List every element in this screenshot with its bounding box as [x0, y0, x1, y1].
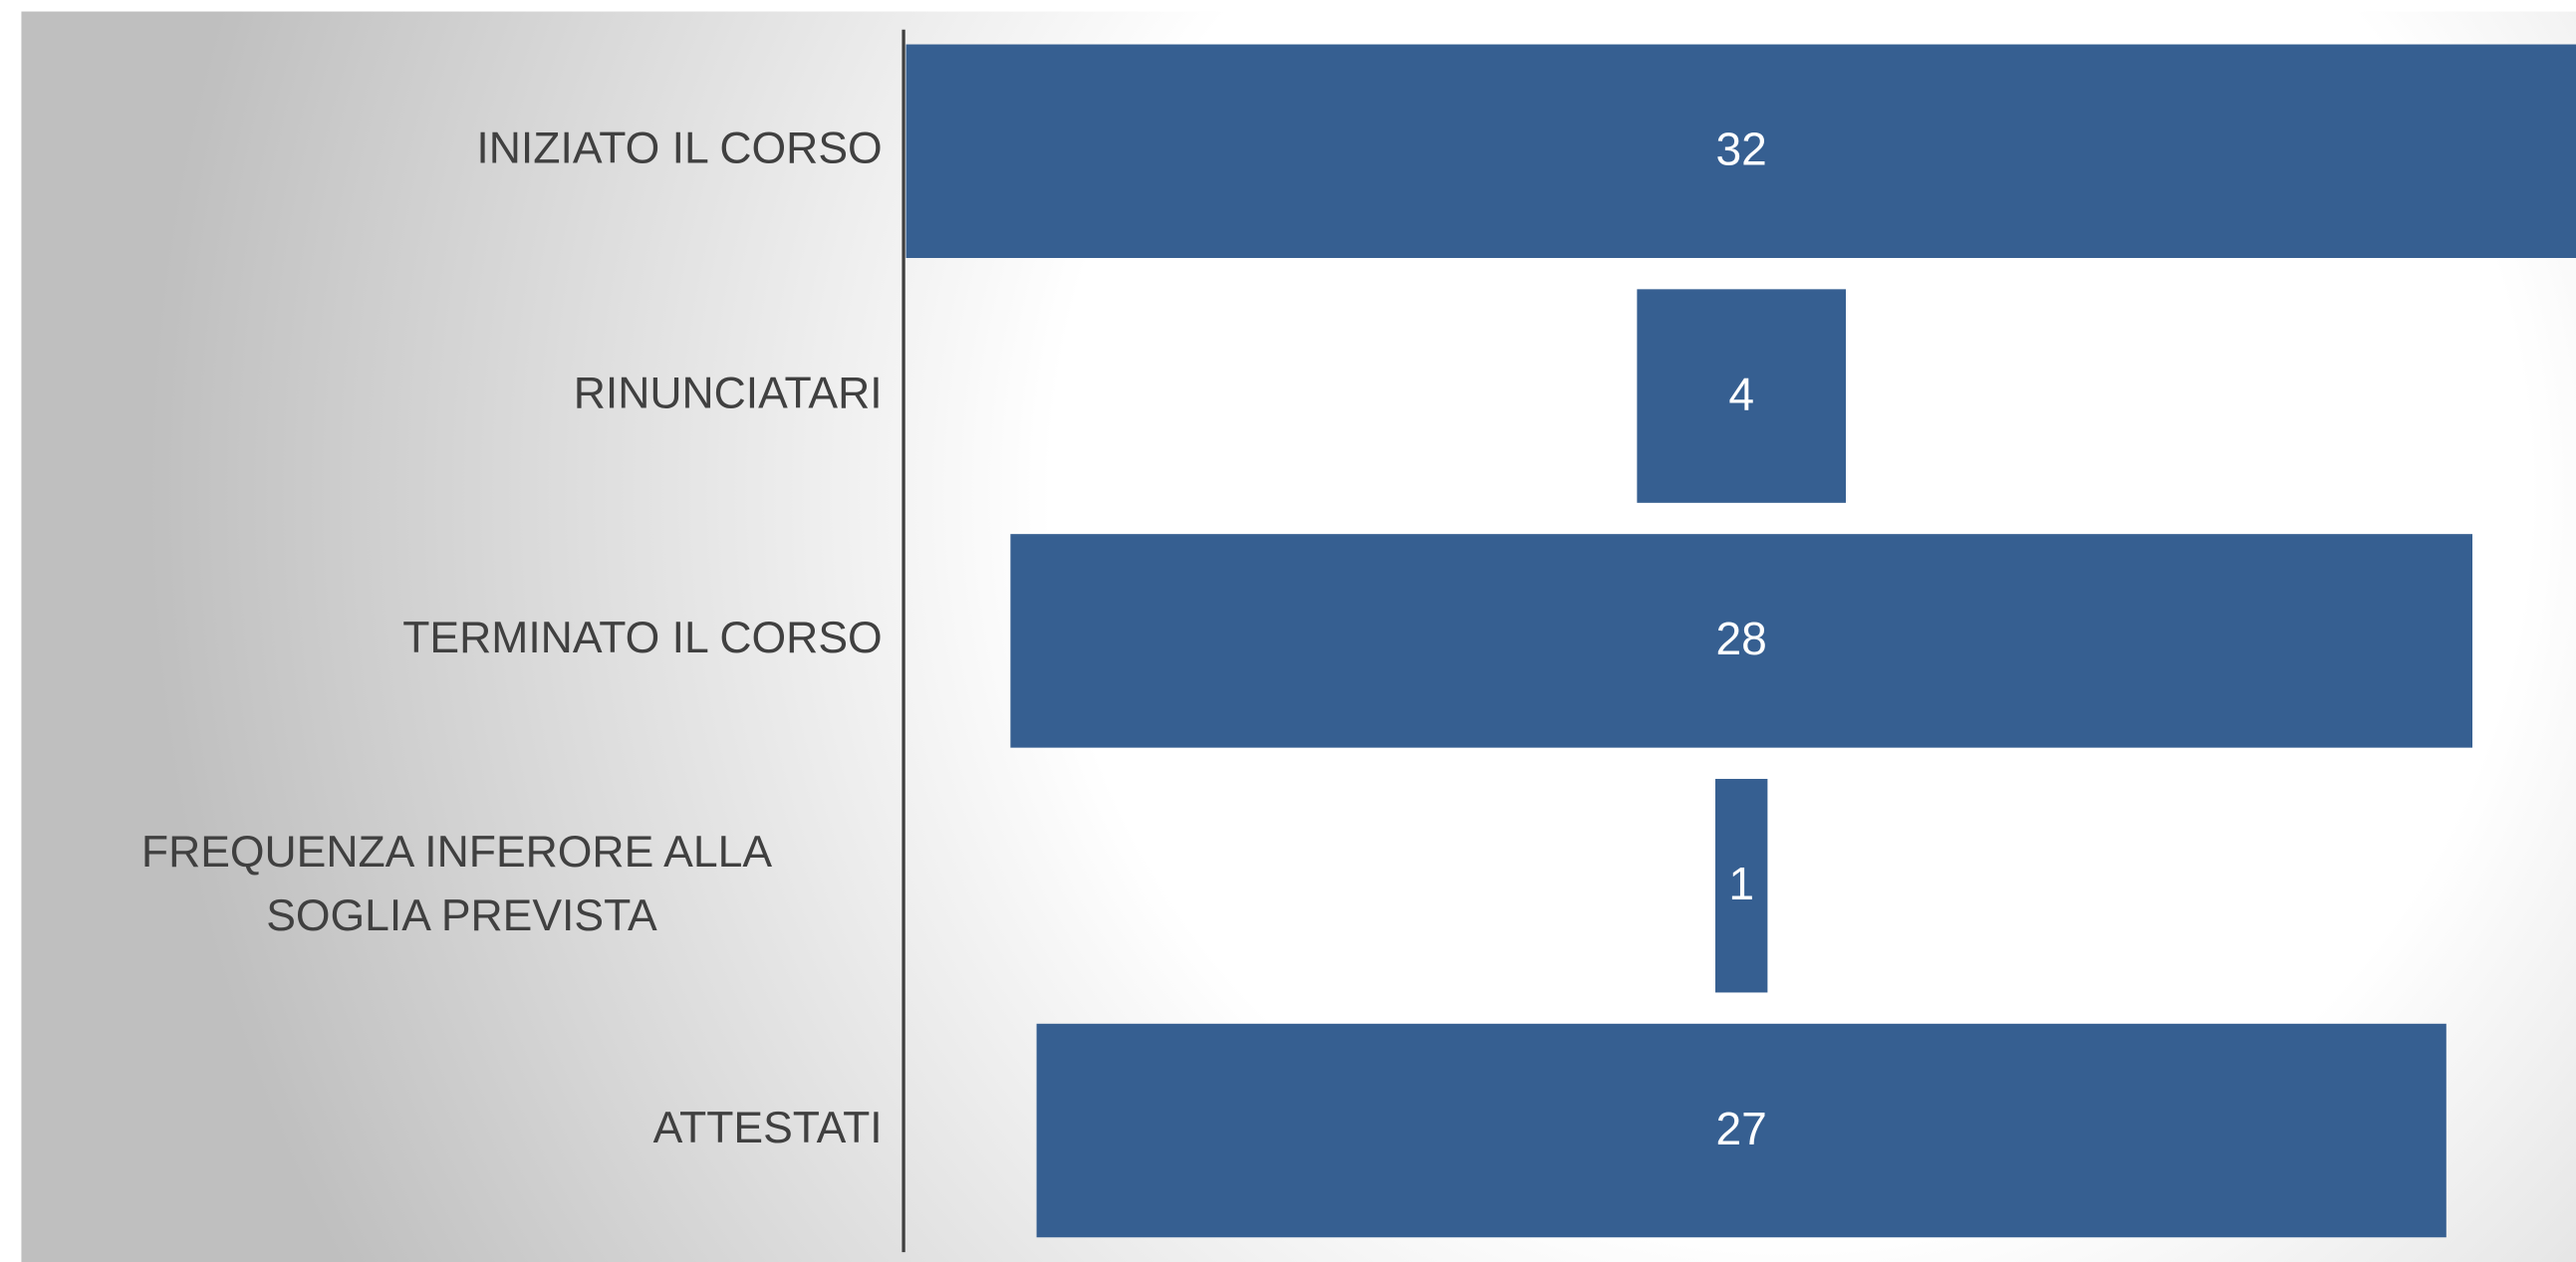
data-label: 28	[1716, 613, 1767, 664]
data-label: 27	[1716, 1103, 1767, 1154]
category-label: FREQUENZA INFERORE ALLA SOGLIA PREVISTA	[141, 828, 782, 940]
bar	[1714, 778, 1768, 993]
data-label: 1	[1728, 858, 1754, 909]
category-label: RINUNCIATARI	[574, 369, 883, 417]
bar	[1036, 1023, 2447, 1238]
bar	[1637, 289, 1847, 503]
category-label: ATTESTATI	[653, 1104, 883, 1152]
bar	[1010, 534, 2472, 748]
data-label: 32	[1716, 124, 1767, 175]
data-label: 4	[1728, 368, 1754, 419]
category-label: TERMINATO IL CORSO	[402, 614, 882, 662]
category-label: INIZIATO IL CORSO	[476, 125, 882, 173]
bar	[905, 44, 2576, 259]
